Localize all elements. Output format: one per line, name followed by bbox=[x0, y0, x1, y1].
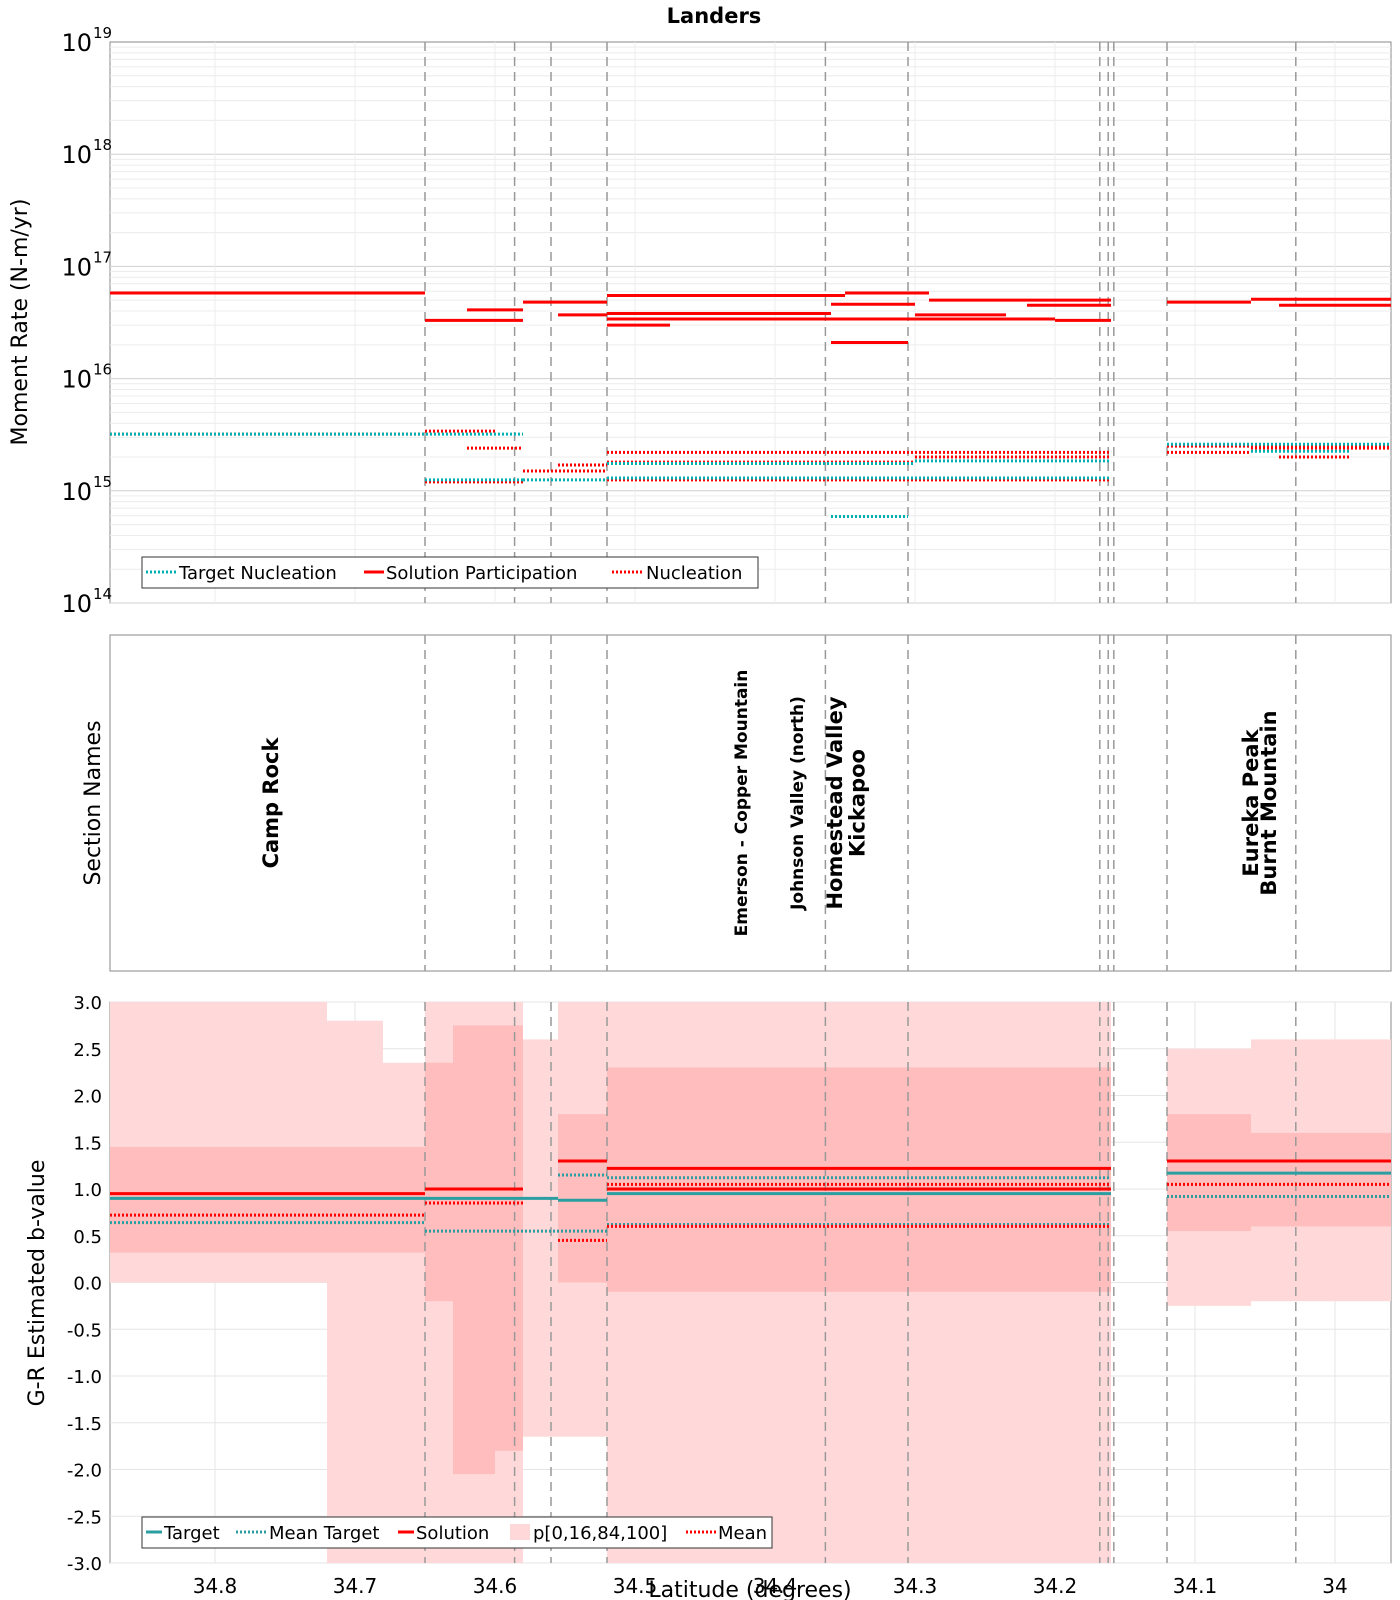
moment-rate-legend: Target Nucleation Solution Participation… bbox=[141, 556, 759, 589]
figure-title: Landers bbox=[667, 4, 762, 28]
percentile-band-outer bbox=[523, 1039, 558, 1437]
legend-mean-target: Mean Target bbox=[269, 1523, 379, 1544]
percentile-band-inner bbox=[453, 1025, 495, 1475]
b-value-tick-label: 0.0 bbox=[73, 1274, 102, 1295]
legend-solution: Solution bbox=[416, 1523, 489, 1544]
b-value-tick-label: -2.5 bbox=[67, 1507, 102, 1528]
moment-rate-tick-base: 10 bbox=[61, 29, 92, 57]
x-tick-label: 34.5 bbox=[613, 1574, 658, 1598]
legend-percentile-swatch bbox=[510, 1524, 530, 1540]
percentile-band-inner bbox=[607, 1067, 1111, 1292]
moment-rate-tick-exponent: 16 bbox=[93, 361, 112, 379]
b-value-panel: 3.0 2.5 2.0 1.5 1.0 0.5 0.0 -0.5 -1.0 -1.5 -2.0 -2.… bbox=[25, 993, 1392, 1600]
moment-rate-plot-area bbox=[109, 41, 1392, 604]
section-name-label: Emerson - Copper Mountain bbox=[732, 670, 752, 937]
x-tick-label: 34.7 bbox=[333, 1574, 378, 1598]
section-name-label: Kickapoo bbox=[846, 749, 870, 857]
section-names-panel: Camp Rock Emerson - Copper Mountain Johnso… bbox=[81, 634, 1392, 972]
b-value-tick-label: -2.0 bbox=[67, 1461, 102, 1482]
moment-rate-ylabel: Moment Rate (N-m/yr) bbox=[8, 199, 33, 446]
percentile-band-inner bbox=[495, 1025, 523, 1451]
legend-nucleation: Nucleation bbox=[646, 563, 742, 584]
section-name-label: Camp Rock bbox=[259, 737, 283, 869]
x-axis-label: Latitude (degrees) bbox=[648, 1578, 851, 1600]
moment-rate-tick-exponent: 15 bbox=[93, 473, 112, 491]
x-tick-label: 34.3 bbox=[893, 1574, 938, 1598]
b-value-tick-label: -0.5 bbox=[67, 1320, 102, 1341]
x-tick-label: 34.6 bbox=[473, 1574, 518, 1598]
section-name-label: Eureka Peak bbox=[1239, 728, 1263, 876]
legend-mean: Mean bbox=[718, 1523, 767, 1544]
moment-rate-tick-base: 10 bbox=[61, 366, 92, 394]
b-value-tick-label: 0.5 bbox=[73, 1227, 102, 1248]
section-names-plot-area bbox=[109, 634, 1392, 972]
percentile-band-inner bbox=[558, 1114, 607, 1283]
moment-rate-tick-exponent: 17 bbox=[93, 248, 112, 266]
b-value-tick-label: 3.0 bbox=[73, 993, 102, 1014]
section-name-label: Homestead Valley bbox=[823, 696, 847, 909]
b-value-legend: Target Mean Target Solution p[0,16,84,10… bbox=[141, 1516, 773, 1549]
moment-rate-tick-base: 10 bbox=[61, 590, 92, 618]
x-tick-label: 34 bbox=[1322, 1574, 1347, 1598]
moment-rate-tick-base: 10 bbox=[61, 478, 92, 506]
legend-target: Target bbox=[163, 1523, 220, 1544]
x-tick-label: 34.8 bbox=[193, 1574, 238, 1598]
b-value-tick-label: 2.5 bbox=[73, 1040, 102, 1061]
b-value-tick-label: -1.5 bbox=[67, 1414, 102, 1435]
b-value-tick-label: 1.5 bbox=[73, 1133, 102, 1154]
section-name-label: Johnson Valley (north) bbox=[788, 696, 808, 911]
legend-percentiles: p[0,16,84,100] bbox=[533, 1523, 667, 1544]
b-value-tick-label: -1.0 bbox=[67, 1367, 102, 1388]
percentile-band-inner bbox=[1251, 1132, 1391, 1227]
moment-rate-tick-exponent: 19 bbox=[93, 24, 112, 42]
x-tick-label: 34.4 bbox=[753, 1574, 798, 1598]
percentile-band-outer bbox=[327, 1020, 383, 1563]
percentile-band-outer bbox=[383, 1062, 425, 1563]
moment-rate-tick-exponent: 14 bbox=[93, 585, 112, 603]
legend-target-nucleation: Target Nucleation bbox=[178, 563, 337, 584]
b-value-tick-label: -3.0 bbox=[67, 1554, 102, 1575]
moment-rate-tick-exponent: 18 bbox=[93, 136, 112, 154]
x-tick-label: 34.1 bbox=[1173, 1574, 1218, 1598]
percentile-band-inner bbox=[425, 1062, 453, 1302]
section-names-ylabel: Section Names bbox=[81, 720, 106, 885]
moment-rate-tick-base: 10 bbox=[61, 141, 92, 169]
b-value-tick-label: 2.0 bbox=[73, 1087, 102, 1108]
section-name-label: Burnt Mountain bbox=[1257, 710, 1281, 895]
b-value-ylabel: G-R Estimated b-value bbox=[25, 1160, 50, 1407]
b-value-tick-label: 1.0 bbox=[73, 1180, 102, 1201]
legend-solution-participation: Solution Participation bbox=[386, 563, 577, 584]
x-tick-label: 34.2 bbox=[1033, 1574, 1078, 1598]
moment-rate-tick-base: 10 bbox=[61, 253, 92, 281]
